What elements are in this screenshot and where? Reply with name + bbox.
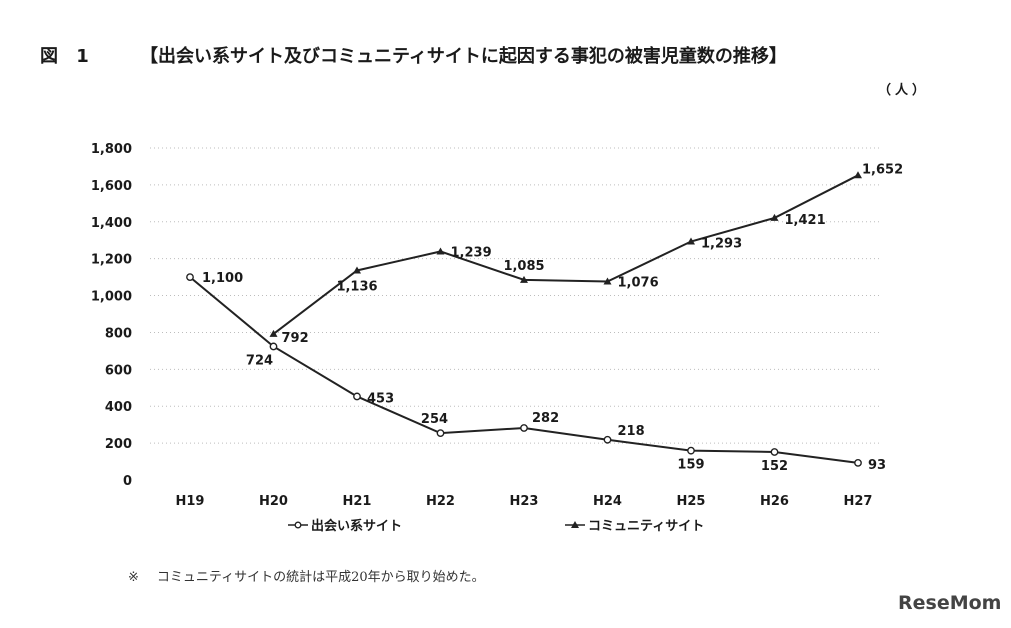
data-point bbox=[353, 392, 361, 401]
data-label: 152 bbox=[761, 459, 788, 474]
brand-logo: ReseMom bbox=[898, 592, 1002, 614]
x-tick-label: H27 bbox=[844, 494, 873, 509]
legend-item: コミュニティサイト bbox=[565, 519, 704, 534]
footnote-text: コミュニティサイトの統計は平成20年から取り始めた。 bbox=[156, 570, 485, 585]
x-tick-label: H22 bbox=[426, 494, 455, 509]
data-point bbox=[520, 275, 528, 283]
series-2: 792 1,136 1,239 1,085 1,076 1,293 1,421 1,652 bbox=[269, 162, 903, 346]
data-label: 1,293 bbox=[701, 237, 742, 252]
footnote: ※ コミュニティサイトの統計は平成20年から取り始めた。 bbox=[128, 566, 485, 585]
data-label: 792 bbox=[282, 331, 309, 346]
legend-marker bbox=[571, 521, 579, 528]
data-label: 282 bbox=[532, 411, 559, 426]
data-label: 1,136 bbox=[336, 279, 377, 294]
series-1: 1,100 724 453 254 282 218 159 152 93 bbox=[186, 271, 886, 474]
data-label: 1,076 bbox=[618, 276, 659, 291]
y-tick-label: 1,200 bbox=[91, 253, 132, 268]
legend: 出会い系サイト コミュニティサイト bbox=[288, 518, 704, 534]
x-tick-label: H25 bbox=[677, 494, 706, 509]
data-point bbox=[770, 448, 779, 456]
y-tick-label: 600 bbox=[105, 363, 132, 378]
data-label: 1,100 bbox=[202, 271, 243, 286]
y-tick-label: 200 bbox=[105, 437, 132, 452]
x-tick-label: H21 bbox=[343, 494, 372, 509]
x-tick-label: H24 bbox=[593, 494, 622, 509]
data-label: 254 bbox=[421, 412, 448, 427]
data-point bbox=[687, 446, 695, 455]
data-point bbox=[186, 273, 194, 282]
gridlines bbox=[150, 147, 880, 444]
data-label: 1,421 bbox=[785, 213, 826, 228]
y-tick-label: 1,800 bbox=[91, 142, 132, 157]
y-tick-label: 1,600 bbox=[91, 179, 132, 194]
figure-label: 図 1 bbox=[40, 46, 95, 67]
data-point bbox=[269, 342, 278, 351]
legend-item: 出会い系サイト bbox=[288, 518, 402, 534]
data-point bbox=[436, 429, 445, 438]
data-point bbox=[603, 435, 612, 444]
line-chart: 0 200 400 600 800 1,000 1,200 1,400 1,600 1,800 H… bbox=[91, 142, 903, 534]
data-point bbox=[353, 266, 361, 274]
data-label: 1,652 bbox=[862, 162, 903, 177]
footnote-mark: ※ bbox=[128, 570, 139, 585]
data-point bbox=[854, 171, 862, 179]
chart-title: 【出会い系サイト及びコミュニティサイトに起因する事犯の被害児童数の推移】 bbox=[140, 46, 787, 67]
data-point bbox=[520, 424, 528, 432]
data-point bbox=[854, 458, 862, 467]
data-label: 218 bbox=[618, 424, 645, 439]
x-tick-label: H19 bbox=[176, 494, 205, 509]
x-axis-ticks: H19 H20 H21 H22 H23 H24 H25 H26 H27 bbox=[176, 494, 873, 509]
data-point bbox=[603, 277, 612, 285]
y-tick-label: 0 bbox=[123, 474, 132, 489]
series-line bbox=[272, 174, 859, 335]
series-line bbox=[189, 276, 859, 464]
x-tick-label: H23 bbox=[510, 494, 539, 509]
data-point bbox=[436, 247, 445, 255]
data-label: 1,085 bbox=[503, 259, 544, 274]
data-label: 724 bbox=[246, 353, 273, 368]
y-tick-label: 800 bbox=[105, 326, 132, 341]
x-tick-label: H20 bbox=[259, 494, 288, 509]
legend-marker bbox=[294, 521, 302, 529]
data-label: 453 bbox=[367, 391, 394, 406]
y-tick-label: 1,000 bbox=[91, 290, 132, 305]
x-tick-label: H26 bbox=[760, 494, 789, 509]
data-label: 93 bbox=[868, 458, 886, 473]
y-tick-label: 400 bbox=[105, 400, 132, 415]
data-point bbox=[770, 213, 779, 221]
unit-label: （人） bbox=[878, 83, 930, 98]
data-label: 1,239 bbox=[451, 245, 492, 260]
series-group: 1,100 724 453 254 282 218 159 152 93 792 1,136 1,23… bbox=[186, 162, 903, 474]
data-point bbox=[269, 329, 278, 337]
y-tick-label: 1,400 bbox=[91, 216, 132, 231]
y-axis-ticks: 0 200 400 600 800 1,000 1,200 1,400 1,600 1,800 bbox=[91, 142, 132, 489]
data-label: 159 bbox=[677, 458, 704, 473]
data-point bbox=[687, 237, 695, 245]
legend-label: コミュニティサイト bbox=[588, 519, 704, 534]
legend-label: 出会い系サイト bbox=[311, 518, 402, 534]
